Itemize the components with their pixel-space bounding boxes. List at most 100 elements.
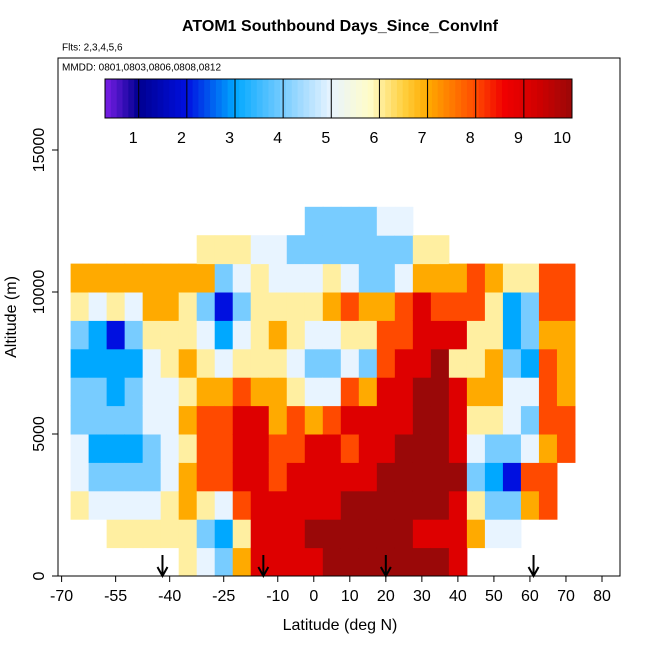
heatmap-cell bbox=[538, 405, 558, 435]
heatmap-cell bbox=[376, 519, 396, 549]
heatmap-cell bbox=[502, 462, 522, 492]
heatmap-cell bbox=[412, 547, 432, 577]
heatmap-cell bbox=[394, 320, 414, 350]
heatmap-cell bbox=[178, 348, 198, 378]
colorbar-segment bbox=[507, 79, 515, 118]
heatmap-cell bbox=[538, 377, 558, 407]
heatmap-cell bbox=[502, 348, 522, 378]
heatmap-cell bbox=[448, 292, 468, 321]
heatmap-cell bbox=[196, 235, 216, 265]
heatmap-cell bbox=[340, 434, 360, 463]
colorbar-tick-label: 4 bbox=[273, 130, 282, 147]
heatmap-cell bbox=[376, 206, 396, 236]
heatmap-cell bbox=[160, 519, 180, 549]
heatmap-cell bbox=[268, 547, 288, 577]
heatmap-cell bbox=[106, 405, 126, 435]
heatmap-cell bbox=[430, 462, 450, 492]
heatmap-cell bbox=[250, 320, 270, 350]
heatmap-cell bbox=[106, 434, 126, 463]
heatmap-cell bbox=[232, 405, 252, 435]
heatmap-cell bbox=[304, 519, 324, 549]
heatmap-cell bbox=[106, 377, 126, 407]
heatmap-cell bbox=[448, 462, 468, 492]
heatmap-cell bbox=[88, 462, 108, 492]
plot-frame bbox=[57, 57, 621, 577]
heatmap-cell bbox=[502, 490, 522, 520]
heatmap-cell bbox=[322, 462, 342, 492]
heatmap-cell bbox=[412, 348, 432, 378]
heatmap-cell bbox=[286, 434, 306, 463]
y-tick-label: 0 bbox=[31, 571, 48, 580]
colorbar-segment bbox=[414, 79, 421, 118]
heatmap-cell bbox=[358, 462, 378, 492]
colorbar-tick-label: 8 bbox=[466, 130, 475, 147]
heatmap-cell bbox=[448, 405, 468, 435]
heatmap-cell bbox=[214, 547, 234, 577]
heatmap-cell bbox=[466, 292, 486, 321]
heatmap bbox=[70, 206, 576, 577]
heatmap-cell bbox=[340, 292, 360, 321]
heatmap-cell bbox=[268, 519, 288, 549]
heatmap-cell bbox=[268, 434, 288, 463]
heatmap-cell bbox=[520, 292, 540, 321]
heatmap-cell bbox=[286, 462, 306, 492]
heatmap-cell bbox=[106, 320, 126, 350]
heatmap-cell bbox=[142, 434, 162, 463]
heatmap-cell bbox=[376, 490, 396, 520]
heatmap-cell bbox=[376, 292, 396, 321]
heatmap-cell bbox=[124, 490, 144, 520]
colorbar-segment bbox=[320, 79, 328, 118]
colorbar-segment bbox=[122, 79, 129, 118]
colorbar-segment bbox=[105, 79, 112, 118]
heatmap-cell bbox=[466, 348, 486, 378]
heatmap-cell bbox=[160, 263, 180, 293]
heatmap-cell bbox=[322, 547, 342, 577]
heatmap-cell bbox=[178, 405, 198, 435]
heatmap-cell bbox=[466, 490, 486, 520]
heatmap-cell bbox=[286, 263, 306, 293]
heatmap-cell bbox=[142, 490, 162, 520]
heatmap-cell bbox=[286, 490, 306, 520]
x-tick-label: -55 bbox=[104, 588, 127, 605]
heatmap-cell bbox=[304, 320, 324, 350]
heatmap-cell bbox=[376, 405, 396, 435]
colorbar-segment bbox=[566, 79, 573, 118]
heatmap-cell bbox=[466, 377, 486, 407]
heatmap-cell bbox=[250, 377, 270, 407]
heatmap-cell bbox=[322, 434, 342, 463]
heatmap-cell bbox=[358, 263, 378, 293]
heatmap-cell bbox=[340, 490, 360, 520]
colorbar-segment bbox=[291, 79, 299, 118]
y-axis-label: Altitude (m) bbox=[3, 276, 20, 358]
heatmap-cell bbox=[196, 320, 216, 350]
heatmap-cell bbox=[394, 263, 414, 293]
heatmap-cell bbox=[412, 519, 432, 549]
heatmap-cell bbox=[304, 377, 324, 407]
heatmap-cell bbox=[286, 405, 306, 435]
colorbar-tick-label: 5 bbox=[321, 130, 330, 147]
heatmap-cell bbox=[484, 348, 504, 378]
heatmap-cell bbox=[286, 348, 306, 378]
x-tick-label: 50 bbox=[485, 588, 503, 605]
heatmap-cell bbox=[484, 490, 504, 520]
heatmap-cell bbox=[232, 519, 252, 549]
colorbar-segment bbox=[110, 79, 118, 118]
heatmap-cell bbox=[322, 263, 342, 293]
heatmap-cell bbox=[178, 263, 198, 293]
heatmap-cell bbox=[556, 320, 576, 350]
heatmap-cell bbox=[538, 490, 558, 520]
heatmap-cell bbox=[502, 292, 522, 321]
heatmap-cell bbox=[250, 519, 270, 549]
heatmap-cell bbox=[394, 235, 414, 265]
heatmap-cell bbox=[268, 320, 288, 350]
heatmap-cell bbox=[214, 377, 234, 407]
heatmap-cell bbox=[70, 263, 90, 293]
heatmap-cell bbox=[340, 405, 360, 435]
heatmap-cell bbox=[556, 377, 576, 407]
heatmap-cell bbox=[430, 377, 450, 407]
x-tick-label: -40 bbox=[158, 588, 181, 605]
heatmap-cell bbox=[106, 292, 126, 321]
heatmap-cell bbox=[448, 519, 468, 549]
heatmap-cell bbox=[304, 405, 324, 435]
heatmap-cell bbox=[124, 348, 144, 378]
